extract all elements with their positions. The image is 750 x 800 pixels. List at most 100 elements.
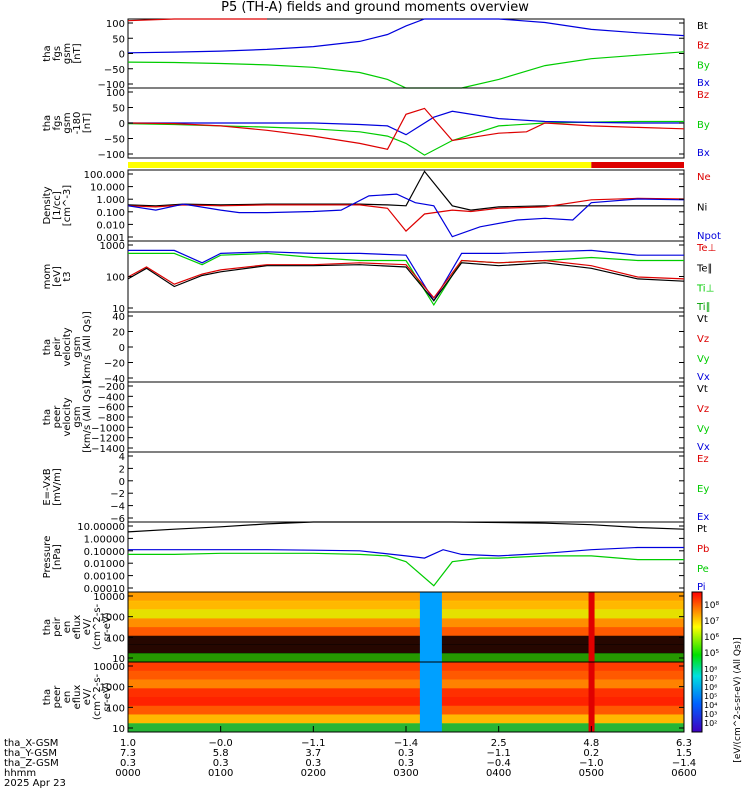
y-tick-label: 100 [106,19,125,30]
y-tick-label: 0 [119,477,125,488]
x-row-value: 0.3 [213,758,229,769]
y-axis-label: [nPa] [52,544,63,570]
x-row-value: 2.5 [491,738,507,749]
legend-entry: By [697,120,710,131]
x-row-value: 0.3 [120,758,136,769]
series-line [127,193,685,238]
x-row-value: 5.8 [213,748,229,759]
y-tick-label: −4 [110,502,125,513]
y-axis-label: eflux [72,615,83,640]
y-tick-label: 0.010 [96,220,125,231]
colorbar-tick-label: 10⁸ [704,665,717,674]
spectrogram-band [128,679,684,689]
y-tick-label: 0.001 [96,233,125,244]
y-tick-label: −50 [104,135,125,146]
colorbar-tick-label: 10⁴ [704,701,717,710]
legend-entry: Ez [697,454,709,465]
panel-frame [127,451,685,523]
x-row-value: −1.1 [487,748,511,759]
legend-entry: Vx [697,442,710,453]
colorbar-tick-label: 10⁵ [704,692,717,701]
y-axis-label: peer [52,685,63,709]
y-axis-label: tha [42,339,53,355]
y-axis-label: peir [52,336,63,356]
y-axis-label: [km/s (All Qs)] [82,311,93,383]
x-row-value: 0600 [671,768,696,779]
y-axis-label: Pressure [42,536,53,579]
y-tick-label: 10 [112,724,125,735]
spectrogram-band [128,618,684,628]
legend-entry: Pb [697,544,709,555]
series-line [127,107,685,150]
y-axis-label: fgs [52,46,63,61]
y-tick-label: 10000 [93,592,125,603]
spectrogram-band [128,697,684,707]
x-row-value: 0.2 [583,748,599,759]
legend-entry: Bz [697,90,709,101]
y-axis-label: mom [42,264,53,290]
y-tick-label: 0.00010 [84,584,125,595]
y-tick-label: 0.01000 [84,559,125,570]
x-row-value: 0.3 [398,748,414,759]
y-tick-label: 100 [106,88,125,99]
colorbar-tick-label: 10⁶ [704,633,719,643]
y-axis-label: peir [52,616,63,636]
colorbar-tick-label: 10⁸ [704,601,719,611]
y-tick-label: 10 [112,304,125,315]
y-tick-label: −100 [98,150,125,161]
legend-entry: Vt [697,384,708,395]
colorbar-tick-label: 10² [704,719,717,728]
y-axis-label: -180 [72,112,83,135]
series-line [128,552,684,587]
y-axis-label: [nT] [82,113,93,133]
series-line [127,51,685,89]
legend-entry: Bx [697,78,710,89]
y-tick-label: −800 [98,413,125,424]
legend-entry: Vt [697,314,708,325]
y-tick-label: −100 [98,80,125,91]
x-row-value: 0300 [393,768,418,779]
legend-entry: Pt [697,524,707,535]
y-axis-label: velocity [62,327,73,366]
spectrogram-band [128,609,684,619]
x-row-value: −0.4 [487,758,511,769]
y-tick-label: 40 [112,312,125,323]
y-tick-label: 10000 [93,662,125,673]
colorbar [691,591,703,733]
y-axis-label: en [62,621,73,634]
y-tick-label: 1000 [100,613,125,624]
x-row-value: −1.1 [301,738,325,749]
spectrogram-gap-cold [419,662,442,732]
series-line [127,170,684,211]
y-tick-label: −400 [98,392,125,403]
y-tick-label: 1.00000 [84,534,125,545]
colorbar-tick-label: 10⁷ [704,674,717,683]
y-tick-label: 2 [119,464,125,475]
y-tick-label: 0 [119,119,125,130]
spectrogram-interval-marker [588,592,595,662]
x-date-label: 2025 Apr 23 [4,778,66,789]
y-axis-label: sr-eV) [102,612,113,641]
legend-entry: Ne [697,172,711,183]
colorbar-tick-label: 10⁶ [704,683,717,692]
x-row-value: −1.4 [394,738,418,749]
y-tick-label: −50 [104,65,125,76]
y-axis-label: tha [42,115,53,131]
y-tick-label: 10 [112,654,125,665]
y-axis-label: [mV/m] [52,468,63,506]
colorbar-tick-label: 10⁵ [704,649,719,659]
y-axis-label: [cm^-3] [62,185,73,226]
y-axis-label: Density [42,186,53,224]
y-axis-label: eV/ [82,688,93,705]
y-tick-label: 100 [106,633,125,644]
y-axis-label: [eV] [52,266,63,287]
legend-entry: By [697,60,710,71]
spectrogram-band [128,635,684,645]
series-line [128,252,684,307]
spectrogram-band [128,714,684,724]
legend-entry: Vz [697,334,709,345]
legend-entry: Ni [697,203,707,214]
x-row-value: 7.3 [120,748,136,759]
legend-entry: Vz [697,404,709,415]
y-tick-label: −1400 [91,444,125,455]
